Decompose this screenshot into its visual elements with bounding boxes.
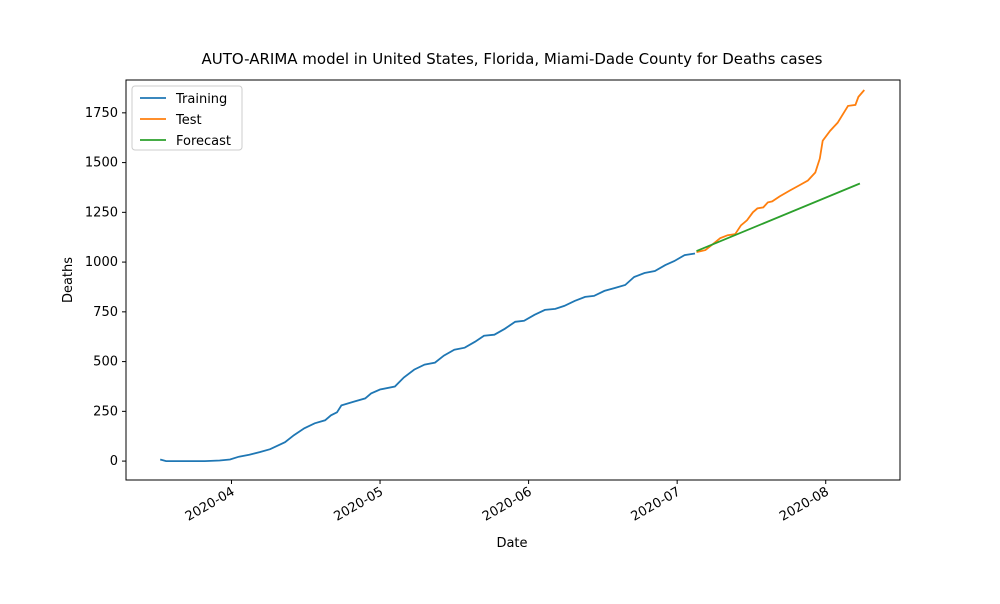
series-line: [696, 89, 865, 253]
y-tick-label: 1500: [85, 156, 118, 171]
y-tick-label: 750: [93, 305, 118, 320]
y-tick-label: 0: [110, 454, 118, 469]
series-line: [159, 252, 696, 462]
y-tick-label: 500: [93, 355, 118, 370]
legend-label: Training: [175, 92, 227, 107]
y-tick-label: 1750: [85, 106, 118, 121]
y-axis-label: Deaths: [61, 257, 76, 303]
plot-frame: [125, 79, 901, 481]
x-axis-label: Date: [496, 536, 527, 551]
chart-title: AUTO-ARIMA model in United States, Flori…: [202, 50, 823, 68]
y-tick-label: 1250: [85, 205, 118, 220]
series-line: [696, 182, 861, 252]
legend-label: Test: [175, 113, 202, 128]
y-tick-label: 1000: [85, 255, 118, 270]
legend-box: [131, 85, 243, 151]
y-tick-label: 250: [93, 404, 118, 419]
legend-label: Forecast: [176, 134, 231, 149]
